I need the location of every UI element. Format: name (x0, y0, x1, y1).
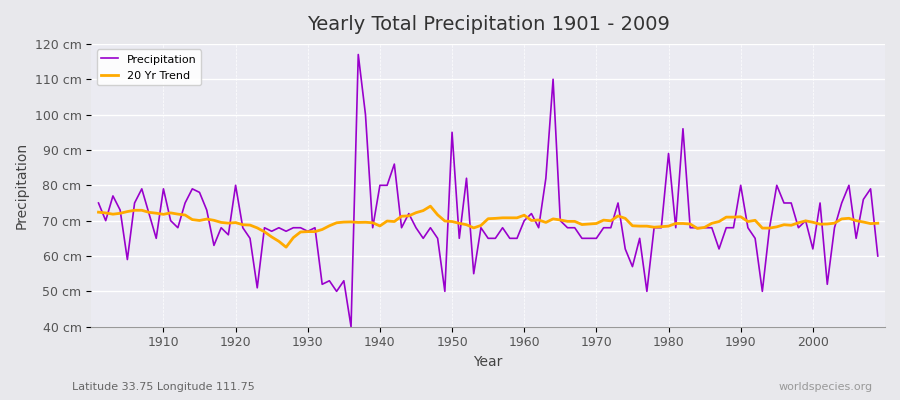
20 Yr Trend (151, 211, 162, 216)
Y-axis label: Precipitation: Precipitation (15, 142, 29, 229)
20 Yr Trend (93, 210, 104, 214)
Precipitation (310, 225, 320, 230)
Precipitation (93, 200, 104, 205)
Precipitation (526, 211, 536, 216)
20 Yr Trend (620, 216, 631, 221)
Line: 20 Yr Trend: 20 Yr Trend (98, 206, 878, 247)
Legend: Precipitation, 20 Yr Trend: Precipitation, 20 Yr Trend (97, 50, 201, 86)
20 Yr Trend (425, 204, 436, 208)
Line: Precipitation: Precipitation (98, 54, 878, 327)
Precipitation (533, 225, 544, 230)
Title: Yearly Total Precipitation 1901 - 2009: Yearly Total Precipitation 1901 - 2009 (307, 15, 670, 34)
Precipitation (367, 225, 378, 230)
20 Yr Trend (281, 245, 292, 250)
Text: worldspecies.org: worldspecies.org (778, 382, 873, 392)
Precipitation (151, 236, 162, 241)
20 Yr Trend (533, 218, 544, 222)
20 Yr Trend (360, 220, 371, 225)
Precipitation (353, 52, 364, 57)
Text: Latitude 33.75 Longitude 111.75: Latitude 33.75 Longitude 111.75 (72, 382, 255, 392)
20 Yr Trend (872, 221, 883, 226)
Precipitation (620, 246, 631, 251)
Precipitation (346, 324, 356, 329)
Precipitation (872, 254, 883, 258)
20 Yr Trend (526, 218, 536, 223)
20 Yr Trend (317, 227, 328, 232)
X-axis label: Year: Year (473, 355, 503, 369)
